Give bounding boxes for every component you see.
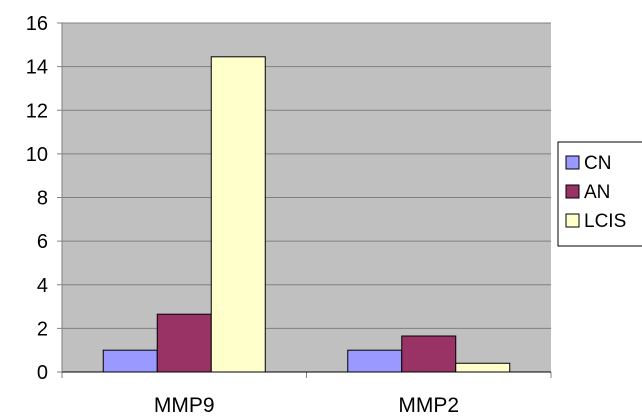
- legend-swatch-cn: [565, 155, 580, 170]
- gridlines: [62, 22, 551, 329]
- legend-label-lcis: LCIS: [584, 211, 626, 232]
- y-tick-label: 10: [26, 144, 48, 166]
- bar-an-mmp9: [156, 313, 212, 373]
- legend-swatch-an: [565, 184, 580, 199]
- bar-cn-mmp2: [347, 349, 403, 373]
- bar-an-mmp2: [401, 335, 457, 373]
- y-tick-label: 2: [37, 318, 48, 340]
- x-category-label: MMP2: [398, 394, 459, 417]
- y-axis-ticks: 0 2 4 6 8 10 12 14 16: [26, 13, 62, 384]
- y-tick-label: 0: [37, 362, 48, 384]
- legend-swatch-lcis: [565, 213, 580, 228]
- bar-cn-mmp9: [102, 349, 158, 373]
- legend-label-an: AN: [584, 182, 610, 203]
- y-tick-label: 8: [37, 188, 48, 210]
- legend: CN AN LCIS: [557, 141, 642, 247]
- x-axis-categories: MMP9 MMP2: [61, 372, 552, 417]
- y-tick-label: 4: [37, 275, 48, 297]
- y-tick-label: 6: [37, 231, 48, 253]
- bar-lcis-mmp2: [455, 362, 511, 373]
- y-tick-label: 16: [26, 13, 48, 35]
- y-tick-label: 14: [26, 57, 48, 79]
- bar-lcis-mmp9: [210, 56, 266, 373]
- x-category-label: MMP9: [154, 394, 215, 417]
- y-tick-label: 12: [26, 100, 48, 122]
- legend-label-cn: CN: [584, 153, 611, 174]
